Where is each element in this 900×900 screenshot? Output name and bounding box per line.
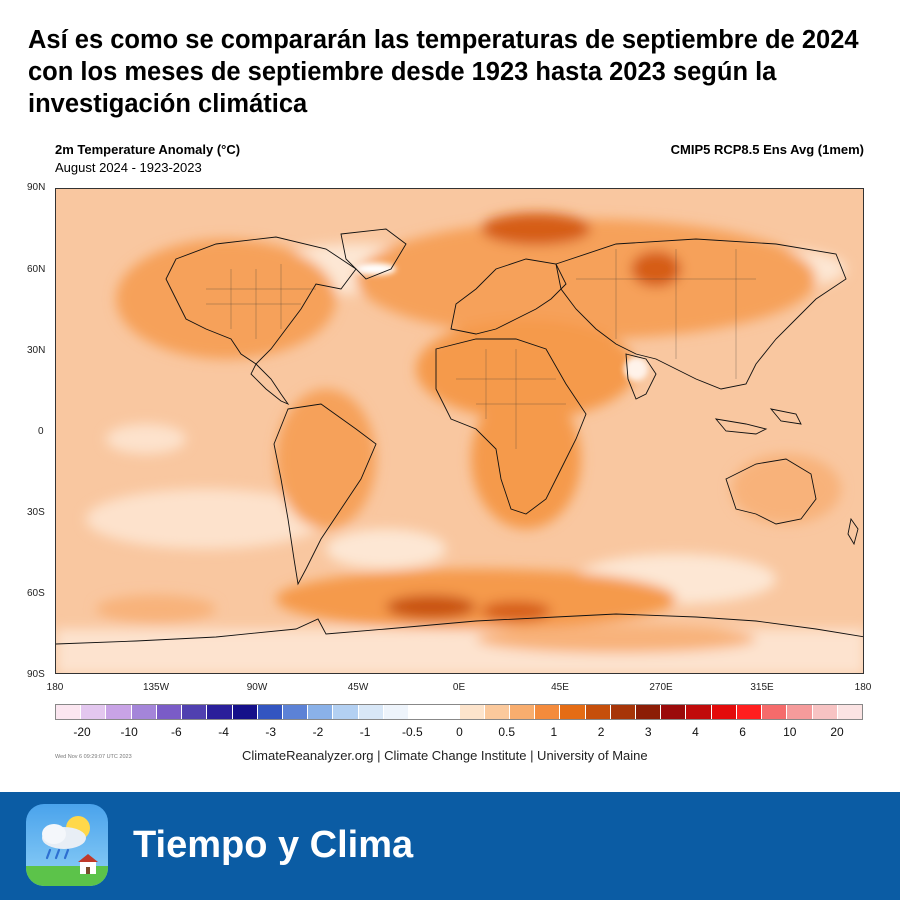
colorbar-swatch bbox=[610, 705, 637, 719]
colorbar-swatch bbox=[762, 705, 788, 719]
banner-title: Tiempo y Clima bbox=[133, 824, 414, 866]
credits: ClimateReanalyzer.org | Climate Change I… bbox=[242, 748, 648, 763]
colorbar-swatch bbox=[232, 705, 258, 719]
colorbar-swatch bbox=[459, 705, 485, 719]
colorbar-swatch bbox=[736, 705, 763, 719]
lon-label-270e: 270E bbox=[649, 682, 673, 693]
colorbar-swatch bbox=[787, 705, 813, 719]
lon-label-135w: 135W bbox=[142, 682, 170, 693]
colorbar-swatch bbox=[56, 705, 82, 719]
colorbar-swatch bbox=[560, 705, 586, 719]
brand-banner: Tiempo y Clima bbox=[0, 792, 900, 900]
colorbar-swatch bbox=[156, 705, 183, 719]
lat-label-60n: 60N bbox=[27, 264, 46, 275]
colorbar-swatch bbox=[182, 705, 208, 719]
colorbar-swatch bbox=[207, 705, 233, 719]
lon-label-180w: 180 bbox=[46, 682, 64, 693]
map-subtitle: August 2024 - 1923-2023 bbox=[55, 160, 202, 175]
colorbar-swatch bbox=[282, 705, 309, 719]
timestamp: Wed Nov 6 09:29:07 UTC 2023 bbox=[55, 754, 132, 760]
headline: Así es como se compararán las temperatur… bbox=[28, 26, 859, 118]
lat-label-90n: 90N bbox=[27, 182, 46, 193]
lat-label-equator: 0 bbox=[38, 426, 44, 437]
weather-app-icon bbox=[26, 804, 108, 886]
lat-label-60s: 60S bbox=[27, 588, 45, 599]
coastlines bbox=[56, 228, 863, 645]
colorbar-swatch bbox=[81, 705, 107, 719]
colorbar-swatch bbox=[383, 705, 410, 719]
colorbar-label: -10 bbox=[120, 725, 138, 739]
lon-label-45e: 45E bbox=[551, 682, 569, 693]
colorbar-swatch bbox=[686, 705, 712, 719]
map-graphic bbox=[56, 189, 863, 673]
colorbar-swatch bbox=[106, 705, 132, 719]
colorbar-label: 20 bbox=[830, 725, 844, 739]
colorbar-label: 3 bbox=[644, 725, 652, 739]
colorbar-swatch bbox=[837, 705, 862, 719]
colorbar-label: -0.5 bbox=[401, 725, 423, 739]
colorbar-swatch bbox=[509, 705, 536, 719]
colorbar-label: -20 bbox=[73, 725, 91, 739]
colorbar-label: -3 bbox=[265, 725, 277, 739]
lat-label-30n: 30N bbox=[27, 345, 46, 356]
colorbar-swatch bbox=[409, 705, 435, 719]
colorbar-label: 10 bbox=[783, 725, 797, 739]
map-title: 2m Temperature Anomaly (°C) bbox=[55, 142, 241, 157]
temperature-anomaly-map bbox=[55, 188, 864, 674]
colorbar-swatch bbox=[358, 705, 384, 719]
colorbar-label: -2 bbox=[312, 725, 324, 739]
colorbar-swatch bbox=[308, 705, 334, 719]
colorbar bbox=[55, 704, 863, 720]
colorbar-swatch bbox=[131, 705, 157, 719]
colorbar-swatch bbox=[484, 705, 510, 719]
colorbar-swatch bbox=[333, 705, 359, 719]
lat-label-30s: 30S bbox=[27, 507, 45, 518]
lon-label-315e: 315E bbox=[750, 682, 774, 693]
colorbar-swatch bbox=[257, 705, 283, 719]
lon-label-90w: 90W bbox=[246, 682, 268, 693]
colorbar-label: 0 bbox=[456, 725, 463, 739]
lat-label-90s: 90S bbox=[27, 669, 45, 680]
colorbar-swatch bbox=[711, 705, 737, 719]
colorbar-swatch bbox=[636, 705, 662, 719]
colorbar-swatch bbox=[812, 705, 838, 719]
colorbar-labels: -20 -10 -6 -4 -3 -2 -1 -0.5 0 0.5 1 2 3 4 6 10 20 bbox=[55, 725, 863, 741]
lon-label-45w: 45W bbox=[347, 682, 369, 693]
colorbar-swatch bbox=[585, 705, 611, 719]
colorbar-label: 4 bbox=[692, 725, 699, 739]
colorbar-label: 0.5 bbox=[498, 725, 516, 739]
colorbar-swatch bbox=[535, 705, 561, 719]
colorbar-label: 1 bbox=[550, 725, 558, 739]
lon-label-180e: 180 bbox=[854, 682, 872, 693]
colorbar-label: 2 bbox=[597, 725, 605, 739]
colorbar-swatch bbox=[661, 705, 687, 719]
lon-label-0e: 0E bbox=[452, 682, 466, 693]
colorbar-label: 6 bbox=[739, 725, 746, 739]
colorbar-label: -4 bbox=[218, 725, 229, 739]
colorbar-swatch bbox=[434, 705, 460, 719]
colorbar-label: -1 bbox=[359, 725, 371, 739]
colorbar-label: -6 bbox=[171, 725, 182, 739]
map-model-label: CMIP5 RCP8.5 Ens Avg (1mem) bbox=[670, 142, 864, 157]
